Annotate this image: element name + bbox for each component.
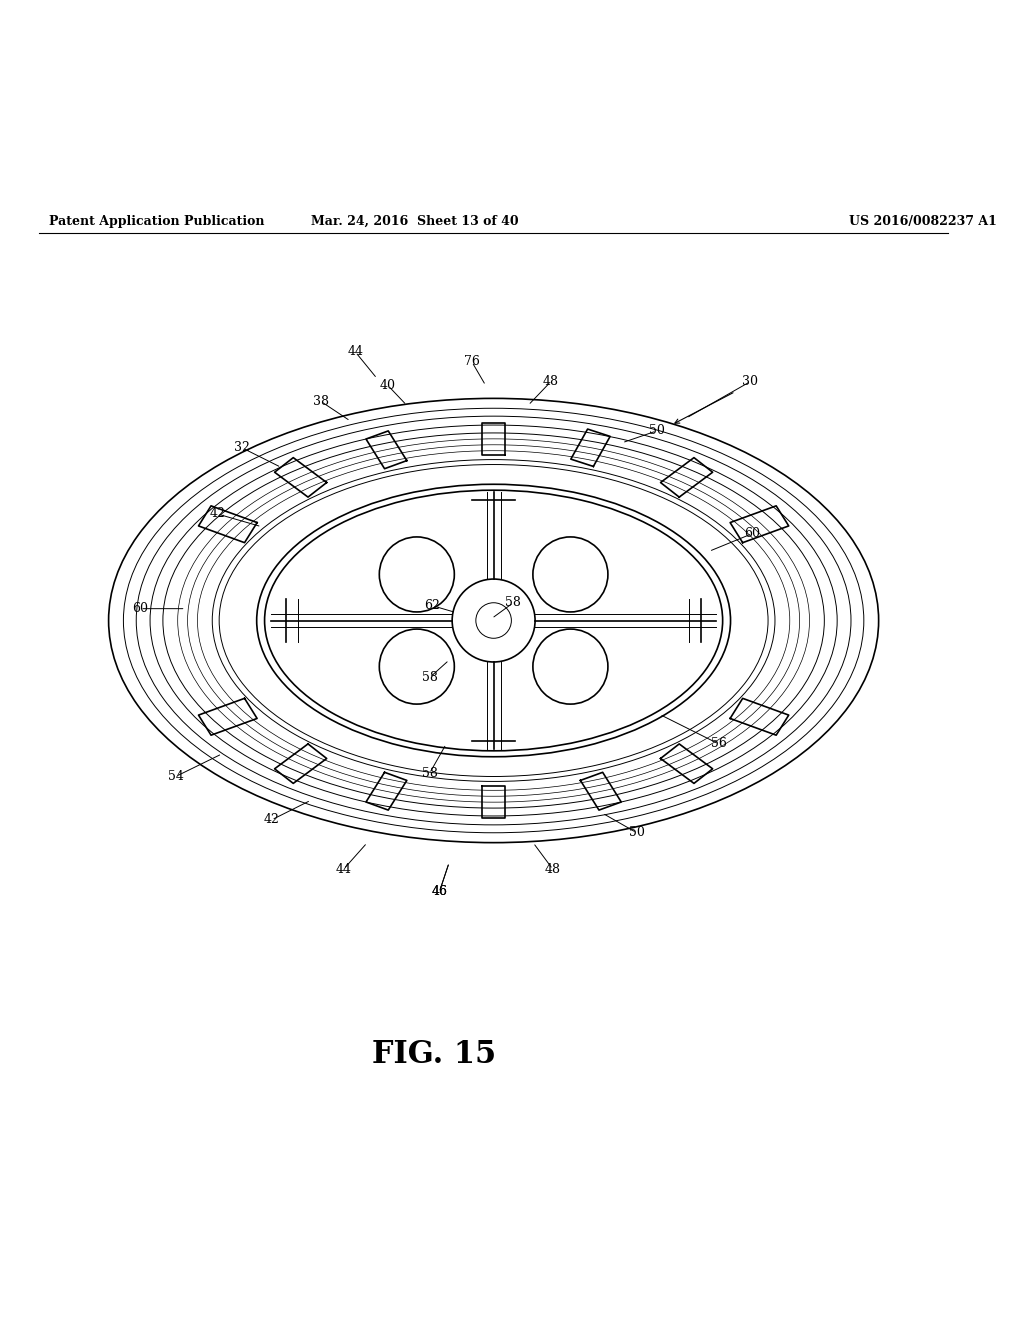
Text: 58: 58: [422, 672, 437, 684]
Text: 56: 56: [711, 738, 727, 750]
Text: 48: 48: [543, 375, 559, 388]
Text: 76: 76: [464, 355, 480, 368]
Text: FIG. 15: FIG. 15: [373, 1039, 497, 1071]
Text: 44: 44: [336, 863, 351, 875]
Text: 48: 48: [545, 863, 561, 875]
Text: 60: 60: [744, 527, 760, 540]
Text: Mar. 24, 2016  Sheet 13 of 40: Mar. 24, 2016 Sheet 13 of 40: [311, 215, 518, 228]
Text: 46: 46: [431, 886, 447, 899]
Text: 62: 62: [425, 599, 440, 612]
Text: 50: 50: [629, 826, 645, 840]
Text: 58: 58: [422, 767, 437, 780]
Text: 32: 32: [233, 441, 250, 454]
Text: 46: 46: [431, 886, 447, 899]
Text: 38: 38: [313, 395, 329, 408]
Text: 54: 54: [168, 770, 183, 783]
Text: 30: 30: [742, 375, 759, 388]
Text: 58: 58: [506, 597, 521, 610]
Text: Patent Application Publication: Patent Application Publication: [49, 215, 265, 228]
Text: 42: 42: [263, 813, 280, 826]
Text: 50: 50: [648, 425, 665, 437]
Text: 42: 42: [209, 507, 225, 520]
Text: 40: 40: [380, 379, 396, 392]
Text: 60: 60: [132, 602, 148, 615]
Text: US 2016/0082237 A1: US 2016/0082237 A1: [849, 215, 997, 228]
Text: 44: 44: [347, 346, 364, 359]
